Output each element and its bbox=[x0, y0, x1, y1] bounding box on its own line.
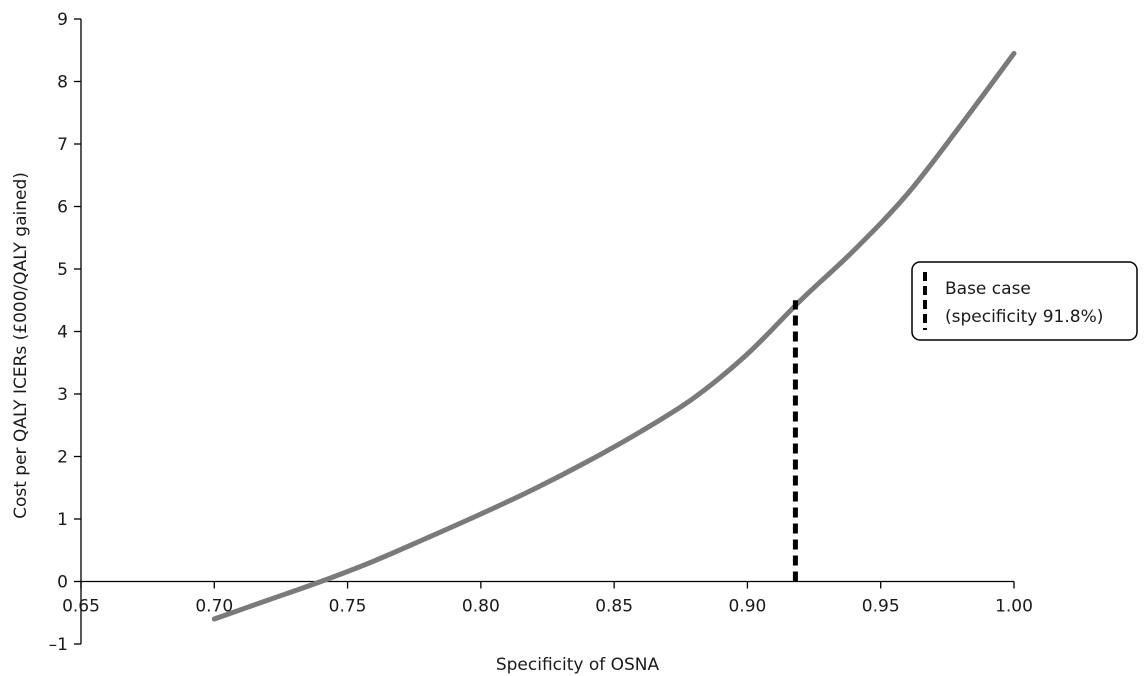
x-tick-label: 1.00 bbox=[995, 597, 1033, 617]
axes: –1 0 1 2 3 4 5 6 7 8 9 0.65 0.70 0.75 0.80 0.85 0.90 0.95… bbox=[49, 10, 1033, 655]
x-axis-title: Specificity of OSNA bbox=[496, 655, 660, 675]
x-tick-label: 0.95 bbox=[862, 597, 900, 617]
y-tick-label: 3 bbox=[57, 385, 68, 405]
legend: Base case (specificity 91.8%) bbox=[911, 261, 1138, 341]
y-tick-label: 4 bbox=[57, 323, 68, 343]
x-tick-label: 0.65 bbox=[62, 597, 100, 617]
legend-label-line2: (specificity 91.8%) bbox=[945, 307, 1103, 327]
y-tick-label: 6 bbox=[57, 198, 68, 218]
y-tick-label: 1 bbox=[57, 510, 68, 530]
series-line bbox=[211, 50, 1017, 622]
y-tick-label: 8 bbox=[57, 73, 68, 93]
y-tick-label: –1 bbox=[49, 635, 68, 655]
legend-box bbox=[911, 261, 1138, 341]
x-tick-label: 0.80 bbox=[462, 597, 500, 617]
x-tick-label: 0.75 bbox=[329, 597, 367, 617]
y-tick-label: 9 bbox=[57, 10, 68, 30]
legend-label-line1: Base case bbox=[945, 279, 1031, 299]
y-tick-label: 5 bbox=[57, 260, 68, 280]
plot-area bbox=[211, 50, 1017, 622]
x-tick-label: 0.70 bbox=[195, 597, 233, 617]
y-tick-label: 0 bbox=[57, 573, 68, 593]
y-tick-label: 2 bbox=[57, 448, 68, 468]
x-tick-label: 0.90 bbox=[728, 597, 766, 617]
y-axis-title: Cost per QALY ICERs (£000/QALY gained) bbox=[11, 172, 31, 519]
y-tick-label: 7 bbox=[57, 135, 68, 155]
x-tick-label: 0.85 bbox=[595, 597, 633, 617]
